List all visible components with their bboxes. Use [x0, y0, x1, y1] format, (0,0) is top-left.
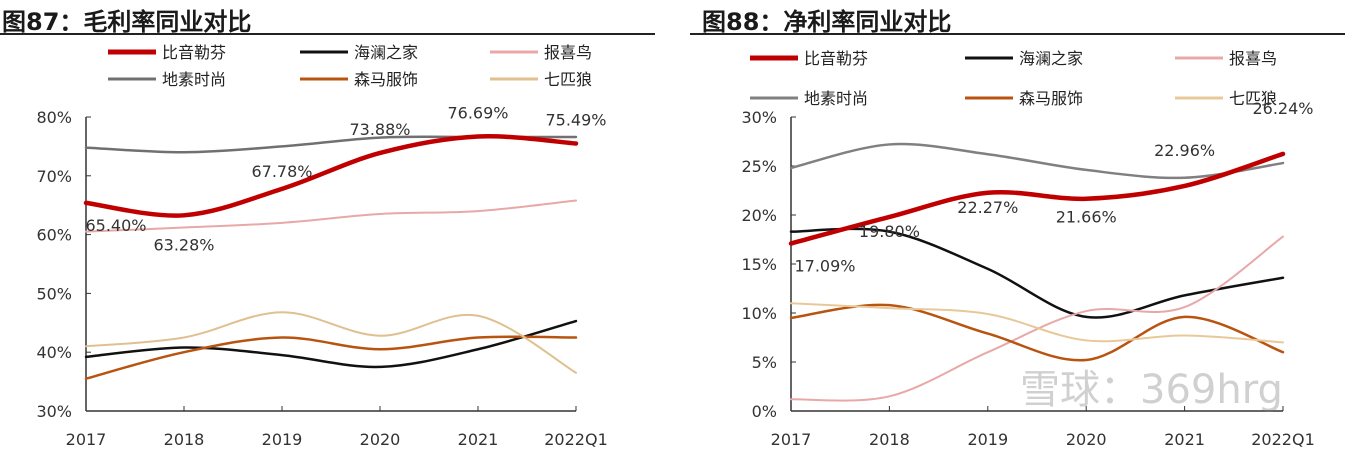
series-line: [789, 303, 1285, 362]
legend-label: 七匹狼: [544, 70, 592, 89]
data-label: 73.88%: [349, 120, 410, 139]
legend-label: 报喜鸟: [1229, 49, 1277, 68]
y-tick-label: 80%: [36, 108, 72, 127]
y-tick-label: 50%: [36, 284, 72, 303]
legend-label: 森马服饰: [354, 70, 418, 89]
series-line: [789, 142, 1285, 180]
y-tick-label: 30%: [741, 108, 777, 127]
series-line: [83, 133, 579, 218]
legend-label: 七匹狼: [1229, 89, 1277, 108]
data-label: 65.40%: [85, 216, 146, 235]
data-label: 76.69%: [447, 103, 508, 122]
data-label: 22.96%: [1154, 141, 1215, 160]
net-margin-panel: 图88：净利率同业对比 比音勒芬 海澜之家 报喜鸟地素时尚 森马服饰 七匹狼 0% 5% 10…: [690, 0, 1356, 462]
series-line: [84, 135, 578, 154]
series-line: [790, 235, 1284, 402]
y-tick-label: 20%: [741, 206, 777, 225]
legend-label: 比音勒芬: [804, 49, 868, 68]
watermark: 雪球：369hrg: [1020, 367, 1283, 413]
x-tick-label: 2022Q1: [1251, 430, 1315, 449]
chart-title: 图87：毛利率同业对比: [2, 8, 252, 36]
legend-label: 比音勒芬: [162, 43, 226, 62]
x-tick-label: 2017: [771, 430, 812, 449]
x-tick-label: 2019: [967, 430, 1008, 449]
series-line: [788, 151, 1286, 246]
x-tick-label: 2018: [164, 430, 205, 449]
x-tick-label: 2018: [869, 430, 910, 449]
legend-label: 海澜之家: [354, 43, 418, 62]
legend-label: 海澜之家: [1019, 49, 1083, 68]
data-label: 19.80%: [859, 222, 920, 241]
data-label: 17.09%: [794, 257, 855, 276]
chart-title: 图88：净利率同业对比: [702, 8, 952, 36]
data-label: 63.28%: [153, 235, 214, 254]
legend-label: 报喜鸟: [544, 43, 592, 62]
y-tick-label: 5%: [752, 353, 777, 372]
y-tick-label: 70%: [36, 167, 72, 186]
legend-label: 地素时尚: [162, 70, 226, 89]
series-line: [85, 311, 577, 374]
y-tick-label: 60%: [36, 226, 72, 245]
y-tick-label: 15%: [741, 255, 777, 274]
y-tick-label: 10%: [741, 304, 777, 323]
legend-label: 森马服饰: [1019, 89, 1083, 108]
x-tick-label: 2021: [458, 430, 499, 449]
y-tick-label: 0%: [752, 402, 777, 421]
data-label: 22.27%: [957, 198, 1018, 217]
title-divider: [0, 33, 655, 35]
y-tick-label: 30%: [36, 402, 72, 421]
y-tick-label: 40%: [36, 343, 72, 362]
series-line: [790, 302, 1284, 344]
data-label: 26.24%: [1252, 99, 1313, 118]
data-label: 67.78%: [251, 162, 312, 181]
x-tick-label: 2019: [262, 430, 303, 449]
series-line: [85, 199, 577, 233]
x-tick-label: 2017: [66, 430, 107, 449]
data-label: 21.66%: [1056, 208, 1117, 227]
gross-margin-panel: 图87：毛利率同业对比 比音勒芬 海澜之家 报喜鸟地素时尚 森马服饰 七匹狼 30% 40%…: [0, 8, 655, 449]
legend-label: 地素时尚: [804, 89, 868, 108]
series-line: [789, 227, 1285, 319]
x-tick-label: 2022Q1: [544, 430, 608, 449]
data-label: 75.49%: [545, 111, 606, 130]
x-tick-label: 2021: [1164, 430, 1205, 449]
x-tick-label: 2020: [360, 430, 401, 449]
series-line: [84, 335, 578, 380]
title-divider: [690, 33, 1345, 35]
y-tick-label: 25%: [741, 157, 777, 176]
series-line: [84, 319, 578, 369]
x-tick-label: 2020: [1066, 430, 1107, 449]
